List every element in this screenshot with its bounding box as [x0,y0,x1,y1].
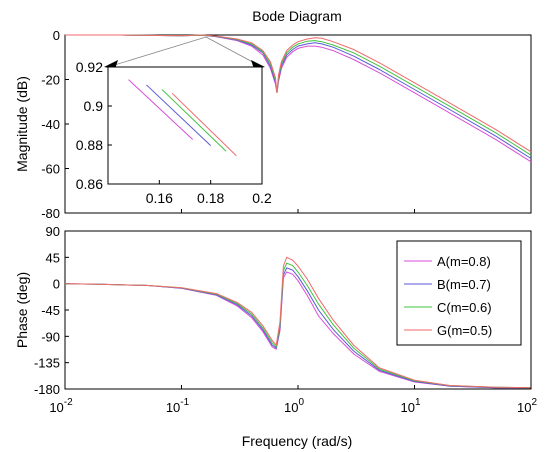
magnitude-y-ticks: 0 -20 -40 -60 -80 [41,28,69,221]
magnitude-y-tick-label: -60 [41,162,60,177]
x-tick-label: 100 [284,397,304,415]
inset-lines [128,79,237,157]
legend-label: B(m=0.7) [437,277,491,292]
zoom-connector-left [107,36,207,68]
inset-line-1 [146,84,212,146]
x-axis-ticks: 10-2 10-1 100 101 102 [49,209,537,415]
phase-line-1 [64,267,531,389]
legend-label: C(m=0.6) [437,300,492,315]
inset-ticks: 0.16 0.18 0.2 0.92 0.9 0.88 0.86 [76,59,272,206]
x-axis-label: Frequency (rad/s) [242,433,352,449]
magnitude-y-tick-label: -80 [41,206,60,221]
inset-x-tick-label: 0.18 [197,190,224,206]
phase-y-tick-label: 45 [46,250,60,265]
inset-x-tick-label: 0.2 [252,190,272,206]
x-tick-label: 10-2 [49,397,73,415]
inset-y-tick-label: 0.92 [76,59,103,75]
zoom-inset: 0.16 0.18 0.2 0.92 0.9 0.88 0.86 [76,36,272,206]
phase-y-tick-label: -135 [34,356,60,371]
inset-line-2 [161,89,227,152]
phase-y-ticks: 90 45 0 -45 -90 -135 -180 [34,224,69,397]
magnitude-axis-label: Magnitude (dB) [14,76,30,172]
phase-y-tick-label: -45 [41,303,60,318]
phase-line-3 [64,256,532,389]
legend-label: A(m=0.8) [437,254,491,269]
x-tick-label: 10-1 [166,397,190,415]
x-tick-label: 101 [400,397,420,415]
magnitude-y-tick-label: 0 [53,28,60,43]
chart-title: Bode Diagram [252,8,342,24]
inset-line-3 [171,92,237,157]
inset-line-0 [128,79,194,140]
inset-x-tick-label: 0.16 [146,190,173,206]
legend-items: A(m=0.8) B(m=0.7) C(m=0.6) G(m=0.5) [404,254,492,338]
phase-y-tick-label: -90 [41,329,60,344]
inset-plot-frame [107,66,263,185]
phase-y-tick-label: -180 [34,382,60,397]
inset-y-tick-label: 0.86 [76,176,103,192]
phase-lines [64,256,532,389]
legend-box [396,240,522,346]
inset-y-tick-label: 0.88 [76,137,103,153]
x-tick-label: 102 [517,397,537,415]
magnitude-y-tick-label: -40 [41,117,60,132]
legend-label: G(m=0.5) [437,323,492,338]
phase-axis-label: Phase (deg) [14,272,30,348]
phase-y-tick-label: 90 [46,224,60,239]
phase-y-tick-label: 0 [53,277,60,292]
magnitude-line-3 [65,34,532,153]
inset-y-tick-label: 0.9 [84,98,104,114]
legend: A(m=0.8) B(m=0.7) C(m=0.6) G(m=0.5) [396,240,522,346]
magnitude-lines [65,34,532,163]
magnitude-y-tick-label: -20 [41,73,60,88]
